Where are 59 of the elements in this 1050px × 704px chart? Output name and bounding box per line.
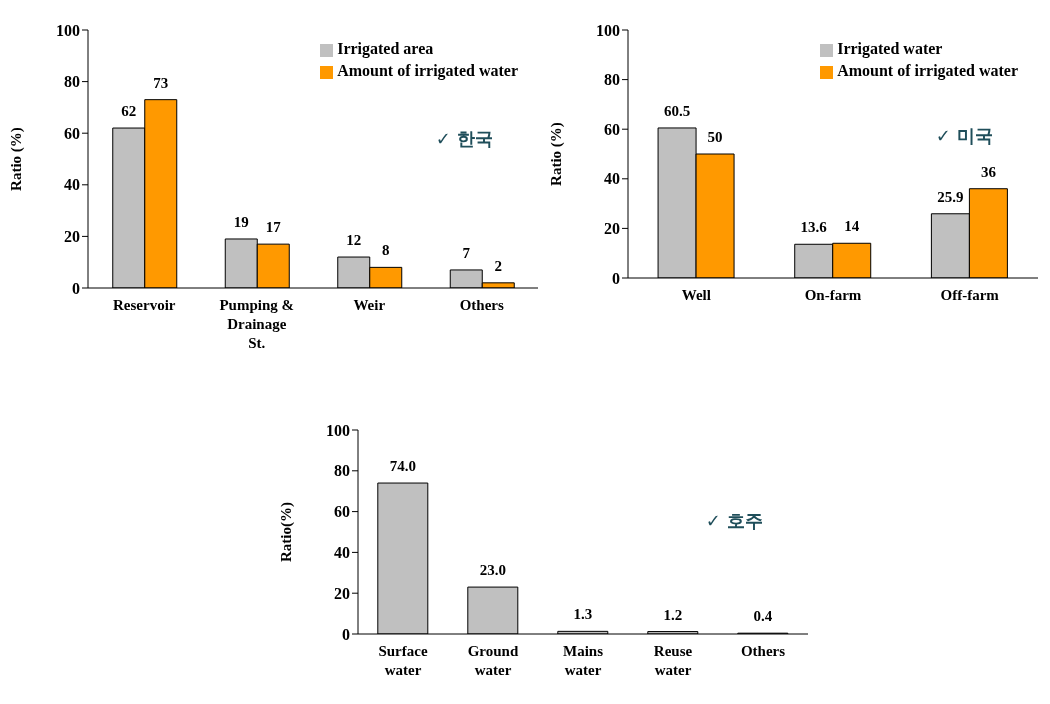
y-tick-label: 20 <box>604 220 620 238</box>
y-axis-title: Ratio (%) <box>548 122 566 186</box>
data-label: 74.0 <box>389 458 416 475</box>
legend-label: Amount of irrigated water <box>337 62 518 79</box>
y-tick-label: 80 <box>334 462 350 480</box>
y-tick-label: 40 <box>64 176 80 194</box>
y-tick-label: 0 <box>612 269 620 287</box>
data-label: 0.4 <box>753 608 773 625</box>
data-label: 36 <box>980 163 997 180</box>
x-tick-label: Well <box>681 287 711 303</box>
data-label: 1.2 <box>663 606 683 623</box>
data-label: 62 <box>121 103 137 120</box>
data-label: 2 <box>494 257 502 274</box>
x-tick-label: Others <box>740 643 786 659</box>
x-tick-label: On-farm <box>804 287 862 303</box>
x-tick-label: Pumping & Drainage St. <box>219 297 295 351</box>
annotation: ✓ 호주 <box>705 508 763 533</box>
y-tick-label: 100 <box>596 21 620 39</box>
y-axis-title: Ratio(%) <box>278 502 296 562</box>
x-tick-label: Reservoir <box>113 297 176 313</box>
data-label: 73 <box>153 74 169 91</box>
y-tick-label: 60 <box>604 120 620 138</box>
data-label: 12 <box>346 232 362 249</box>
y-tick-label: 100 <box>56 21 80 39</box>
annotation: ✓ 한국 <box>435 127 493 151</box>
data-label: 14 <box>844 218 860 235</box>
data-label: 8 <box>382 242 390 259</box>
y-tick-label: 80 <box>64 73 80 91</box>
legend-label: Irrigated water <box>837 40 943 57</box>
y-tick-label: 40 <box>604 170 620 188</box>
data-label: 25.9 <box>937 188 964 205</box>
y-tick-label: 20 <box>64 228 80 246</box>
data-label: 19 <box>233 213 249 230</box>
y-axis-title: Ratio (%) <box>8 127 26 191</box>
x-tick-label: Weir <box>353 297 386 313</box>
annotation: ✓ 미국 <box>935 123 993 148</box>
y-tick-label: 40 <box>334 544 350 562</box>
y-tick-label: 80 <box>604 71 620 89</box>
y-tick-label: 0 <box>72 279 80 297</box>
x-tick-label: Reuse water <box>653 643 693 678</box>
x-tick-label: Mains water <box>562 643 604 678</box>
y-tick-label: 100 <box>326 421 350 439</box>
y-tick-label: 0 <box>342 625 350 643</box>
x-tick-label: Others <box>459 297 504 313</box>
x-tick-label: Surface water <box>378 643 428 678</box>
y-tick-label: 60 <box>64 124 80 142</box>
legend-label: Amount of irrigated water <box>837 62 1018 79</box>
data-label: 50 <box>707 129 723 145</box>
y-tick-label: 60 <box>334 503 350 521</box>
data-label: 7 <box>462 244 471 261</box>
data-label: 17 <box>265 219 282 236</box>
data-label: 60.5 <box>663 102 691 119</box>
y-tick-label: 20 <box>334 584 350 602</box>
x-tick-label: Off-farm <box>940 287 1000 303</box>
x-tick-label: Ground water <box>467 643 519 678</box>
legend-label: Irrigated area <box>337 40 434 57</box>
data-label: 1.3 <box>573 606 593 623</box>
data-label: 23.0 <box>479 562 506 579</box>
data-label: 13.6 <box>800 219 828 236</box>
